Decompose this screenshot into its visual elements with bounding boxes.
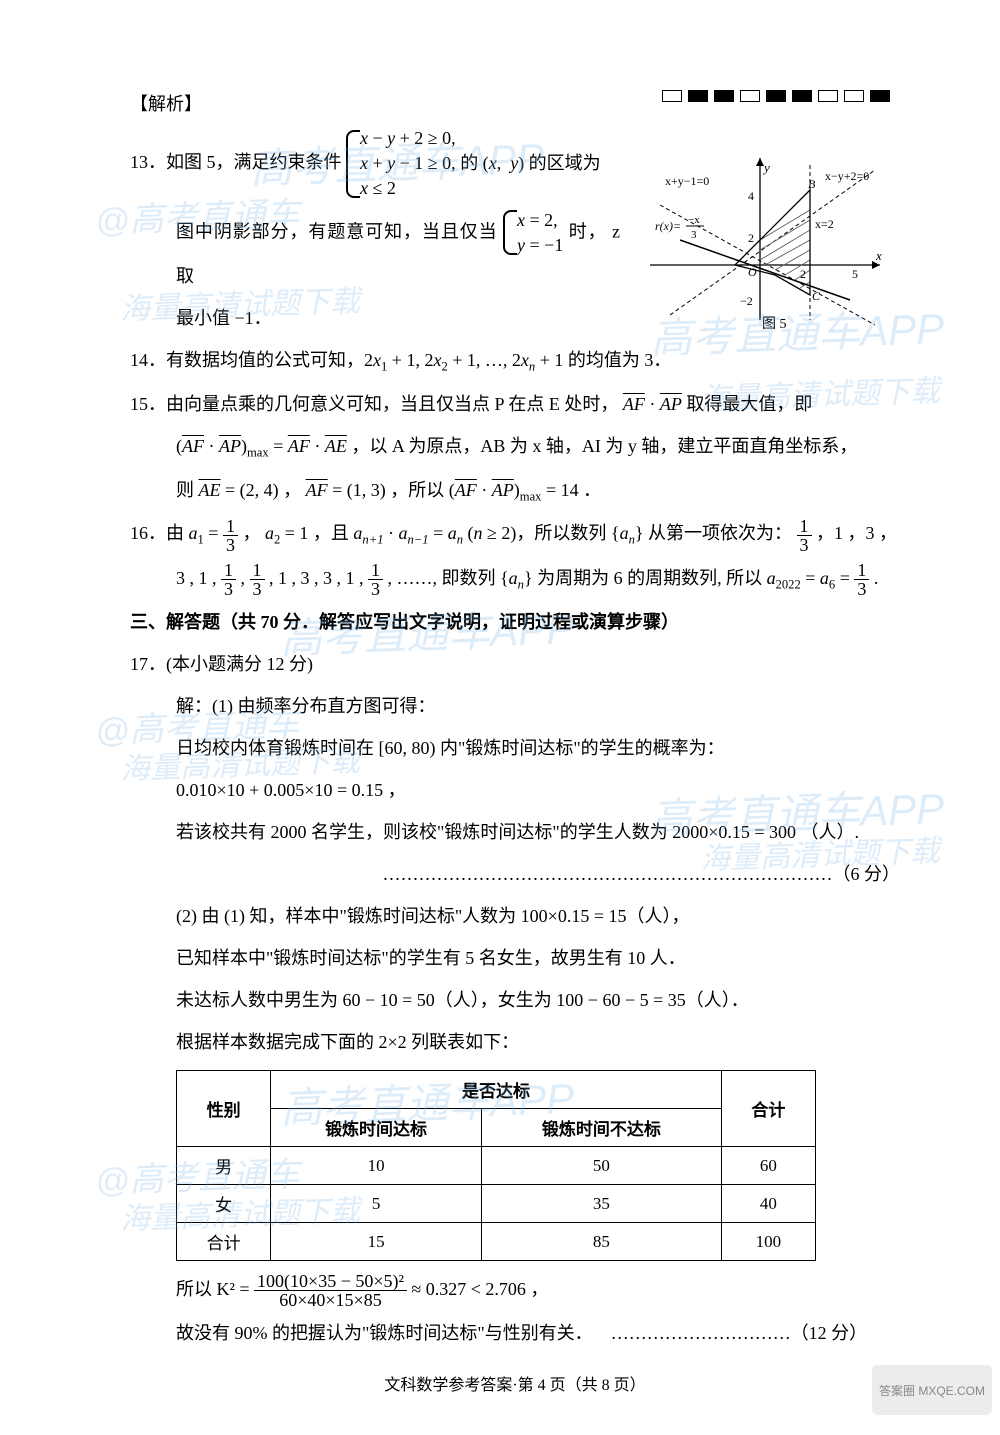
svg-text:3: 3 — [691, 229, 697, 241]
svg-text:5: 5 — [852, 267, 858, 281]
page-footer: 文科数学参考答案·第 4 页（共 8 页） — [130, 1371, 900, 1395]
svg-text:−2: −2 — [740, 294, 753, 308]
th-sex: 性别 — [177, 1071, 271, 1147]
th-yes: 锻炼时间达标 — [271, 1109, 482, 1147]
th-standard: 是否达标 — [271, 1071, 722, 1109]
page: 【解析】 — [0, 0, 1000, 1435]
svg-text:2: 2 — [800, 267, 806, 281]
contingency-table: 性别 是否达标 合计 锻炼时间达标 锻炼时间不达标 男 10 50 60 女 5… — [176, 1070, 816, 1261]
table-row: 男 10 50 60 — [177, 1147, 816, 1185]
th-total: 合计 — [721, 1071, 815, 1147]
p15-line2: (AF · AP)max = AF · AE ，以 A 为原点，AB 为 x 轴… — [130, 428, 900, 466]
p17-s2: 日均校内体育锻炼时间在 [60, 80) 内"锻炼时间达标"的学生的概率为： — [130, 730, 900, 766]
p17-s6: 已知样本中"锻炼时间达标"的学生有 5 名女生，故男生有 10 人． — [130, 940, 900, 976]
problem-16: 16．由 a1 = 13 ， a2 = 1 ，且 an+1 · an−1 = a… — [130, 515, 900, 553]
svg-text:B: B — [808, 177, 816, 191]
p13-lead: 13．如图 5，满足约束条件 — [130, 152, 342, 172]
th-no: 锻炼时间不达标 — [481, 1109, 721, 1147]
figure-5: x+y−1=0 x−y+2=0 x=2 y x O B C 4 2 −2 5 2… — [640, 150, 890, 330]
svg-text:−x: −x — [688, 214, 700, 226]
p13-system2: x = 2, y = −1 — [503, 208, 563, 258]
p17-k2: 所以 K² = 100(10×35 − 50×5)²60×40×15×85 ≈ … — [130, 1271, 900, 1309]
svg-text:图 5: 图 5 — [762, 317, 787, 330]
p15-line3: 则 AE = (2, 4) ， AF = (1, 3) ，所以 (AF · AP… — [130, 472, 900, 510]
svg-text:4: 4 — [748, 189, 754, 203]
table-row: 合计 15 85 100 — [177, 1223, 816, 1261]
p17-s9: 故没有 90% 的把握认为"锻炼时间达标"与性别有关． …………………………（1… — [130, 1315, 900, 1351]
site-watermark: 答案圈 MXQE.COM — [872, 1365, 992, 1415]
p17-s3: 0.010×10 + 0.005×10 = 0.15 ， — [130, 772, 900, 808]
svg-text:y: y — [762, 160, 770, 175]
problem-17-head: 17．(本小题满分 12 分) — [130, 646, 900, 682]
p17-s4: 若该校共有 2000 名学生，则该校"锻炼时间达标"的学生人数为 2000×0.… — [130, 814, 900, 850]
svg-text:x+y−1=0: x+y−1=0 — [665, 174, 709, 188]
alignment-marks — [662, 90, 890, 102]
svg-text:C: C — [812, 289, 821, 303]
p17-s5: (2) 由 (1) 知，样本中"锻炼时间达标"人数为 100×0.15 = 15… — [130, 898, 900, 934]
section-3-header: 三、解答题（共 70 分．解答应写出文字说明，证明过程或演算步骤） — [130, 604, 900, 640]
table-row: 女 5 35 40 — [177, 1185, 816, 1223]
svg-text:2: 2 — [748, 231, 754, 245]
p13-system: x − y + 2 ≥ 0, x + y − 1 ≥ 0, 的 (x, y) 的… — [346, 126, 601, 202]
svg-text:x=2: x=2 — [815, 217, 834, 231]
problem-14: 14．有数据均值的公式可知，2x1 + 1, 2x2 + 1, …, 2xn +… — [130, 342, 900, 380]
problem-15: 15．由向量点乘的几何意义可知，当且仅当点 P 在点 E 处时， AF · AP… — [130, 386, 900, 422]
p16-line2: 3 , 1 , 13 , 13 , 1 , 3 , 3 , 1 , 13 , …… — [130, 560, 900, 598]
p17-s8: 根据样本数据完成下面的 2×2 列联表如下： — [130, 1024, 900, 1060]
svg-text:x: x — [875, 248, 882, 263]
svg-text:x−y+2=0: x−y+2=0 — [825, 169, 869, 183]
svg-text:r(x)=: r(x)= — [655, 219, 681, 233]
p17-s1: 解：(1) 由频率分布直方图可得： — [130, 688, 900, 724]
p17-score1: …………………………………………………………………（6 分） — [130, 856, 900, 892]
p17-s7: 未达标人数中男生为 60 − 10 = 50（人），女生为 100 − 60 −… — [130, 982, 900, 1018]
svg-text:O: O — [748, 265, 757, 279]
